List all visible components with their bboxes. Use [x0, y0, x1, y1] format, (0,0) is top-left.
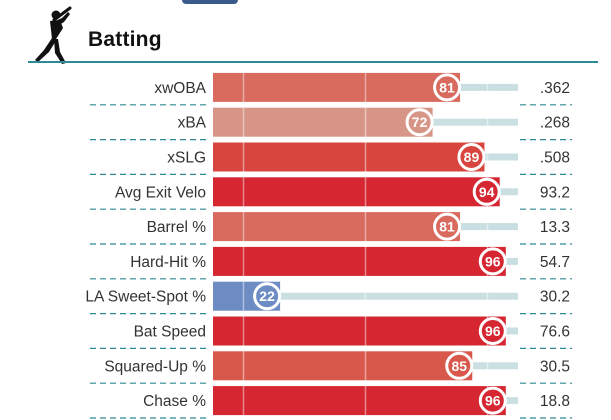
percentile-marker-0 [433, 73, 462, 102]
percentile-label-2: 89 [464, 149, 480, 165]
percentile-marker-8 [445, 351, 474, 380]
top-logo-fragment [182, 0, 238, 4]
stat-value-7: 76.6 [540, 324, 570, 341]
bar-9 [213, 386, 506, 416]
percentile-label-3: 94 [479, 184, 495, 200]
title-underline [28, 61, 598, 63]
track-7 [505, 327, 518, 335]
bar-2 [213, 142, 485, 172]
percentile-marker-7 [478, 317, 507, 345]
track-0 [460, 83, 518, 91]
percentile-marker-6 [253, 282, 282, 311]
track-3 [499, 188, 518, 196]
track-5 [505, 257, 518, 265]
percentile-label-4: 81 [439, 219, 455, 235]
stat-value-6: 30.2 [540, 289, 570, 306]
section-header: Batting [0, 0, 611, 70]
percentile-label-8: 85 [451, 358, 467, 374]
section-title: Batting [88, 28, 162, 51]
bar-7 [213, 316, 506, 346]
metric-label-1: xBA [178, 115, 207, 132]
stat-value-4: 13.3 [540, 219, 570, 236]
percentile-marker-1 [405, 108, 434, 137]
metric-label-9: Chase % [143, 393, 206, 410]
stat-value-9: 18.8 [540, 393, 570, 410]
stat-value-1: .268 [540, 115, 570, 132]
metric-label-2: xSLG [167, 150, 206, 167]
stat-value-3: 93.2 [540, 184, 570, 201]
batter-silhouette-icon [35, 6, 72, 64]
percentile-label-5: 96 [485, 253, 501, 269]
track-9 [505, 397, 518, 405]
percentile-label-0: 81 [439, 79, 455, 95]
metric-label-6: LA Sweet-Spot % [85, 289, 206, 306]
stat-value-5: 54.7 [540, 254, 570, 271]
percentile-label-7: 96 [485, 323, 501, 339]
track-8 [472, 362, 518, 370]
metric-label-3: Avg Exit Velo [115, 184, 206, 201]
bar-4 [213, 212, 461, 242]
percentile-marker-2 [457, 143, 486, 171]
bar-8 [213, 351, 473, 381]
metric-label-8: Squared-Up % [104, 358, 206, 375]
metric-label-4: Barrel % [147, 219, 207, 236]
track-1 [432, 118, 518, 126]
stat-value-8: 30.5 [540, 358, 570, 375]
bar-0 [213, 72, 461, 102]
bar-3 [213, 177, 500, 207]
bar-1 [213, 107, 433, 137]
metric-label-5: Hard-Hit % [130, 254, 206, 271]
percentile-marker-4 [433, 212, 462, 241]
percentile-label-1: 72 [412, 114, 428, 130]
percentile-marker-9 [478, 386, 507, 415]
track-2 [484, 153, 518, 161]
percentile-label-9: 96 [485, 393, 501, 409]
bar-5 [213, 246, 506, 276]
metric-label-0: xwOBA [154, 80, 206, 97]
percentile-label-6: 22 [259, 288, 275, 304]
track-4 [460, 223, 518, 231]
track-6 [280, 292, 518, 300]
stat-value-0: .362 [540, 80, 570, 97]
percentile-marker-3 [472, 177, 501, 206]
stat-value-2: .508 [540, 150, 570, 167]
percentile-marker-5 [478, 247, 507, 276]
metric-label-7: Bat Speed [134, 324, 206, 341]
